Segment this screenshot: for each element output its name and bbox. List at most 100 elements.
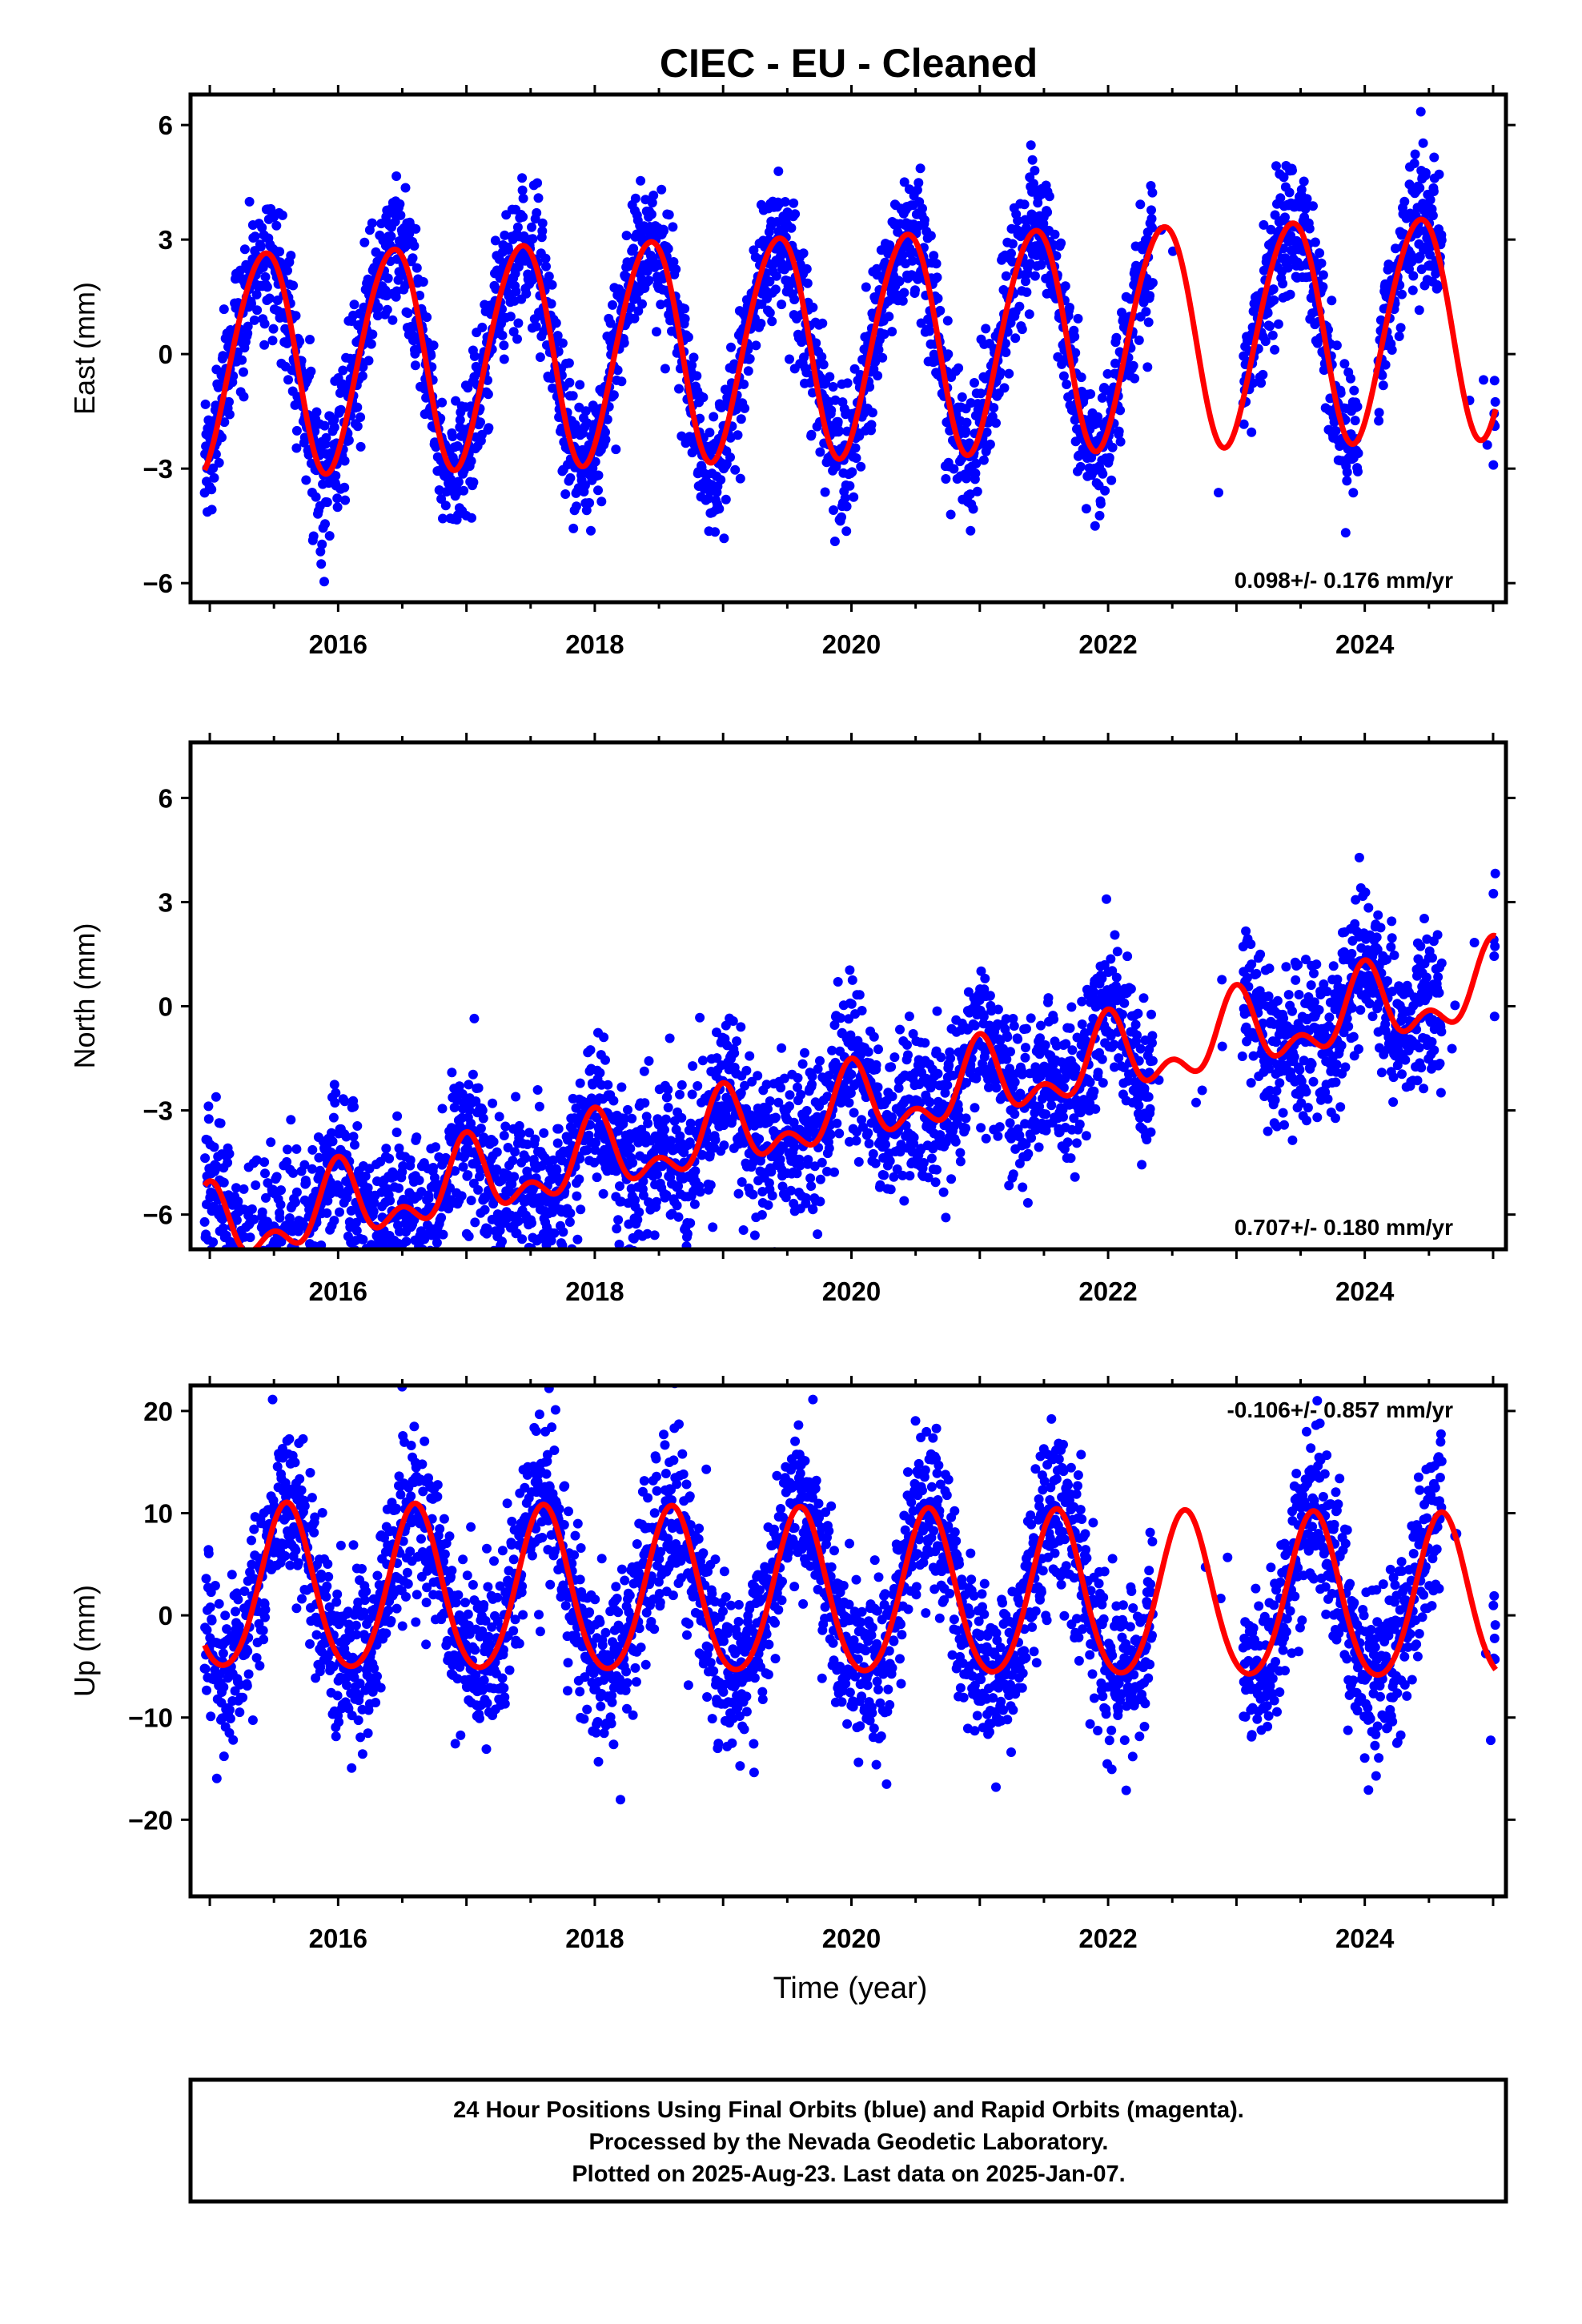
data-point (1010, 333, 1021, 344)
data-point (1260, 336, 1271, 347)
data-point (709, 412, 719, 422)
data-point (527, 1218, 536, 1228)
data-point (307, 1164, 317, 1174)
data-point (327, 1136, 338, 1147)
data-point (224, 1148, 235, 1159)
data-point (316, 559, 327, 569)
data-point (680, 314, 690, 324)
data-point (508, 327, 519, 337)
data-point (605, 318, 616, 328)
data-point (395, 199, 405, 209)
data-point (405, 1155, 416, 1165)
data-point (608, 1096, 619, 1106)
data-point (879, 1170, 889, 1180)
data-point (763, 1200, 773, 1210)
data-point (483, 1224, 492, 1234)
data-point (1115, 436, 1126, 447)
data-point (767, 316, 777, 327)
data-point (291, 1187, 302, 1197)
data-point (1488, 460, 1499, 470)
data-point (1377, 370, 1387, 380)
data-point (372, 311, 383, 321)
data-point (440, 501, 451, 511)
data-point (846, 999, 857, 1009)
data-point (391, 1128, 402, 1137)
data-point (630, 193, 640, 203)
data-point (200, 1153, 211, 1164)
data-point (208, 1237, 219, 1248)
data-point (931, 259, 942, 269)
data-point (671, 264, 681, 275)
data-point (854, 990, 865, 1000)
data-point (262, 282, 272, 292)
data-point (894, 276, 905, 287)
data-point (1270, 344, 1280, 355)
data-point (834, 426, 845, 436)
data-point (251, 1155, 262, 1165)
data-point (1258, 369, 1268, 380)
data-point (698, 392, 709, 403)
data-point (355, 412, 366, 422)
data-point (291, 443, 302, 453)
data-point (826, 405, 837, 416)
data-point (259, 340, 270, 350)
data-point (656, 184, 667, 195)
data-point (925, 1097, 935, 1108)
data-point (647, 198, 657, 208)
data-point (558, 1227, 568, 1237)
data-point (1346, 373, 1355, 384)
data-point (909, 1132, 919, 1143)
data-point (319, 577, 329, 587)
data-point (1056, 238, 1066, 248)
data-point (820, 487, 830, 497)
data-point (903, 1050, 913, 1060)
data-point (574, 1174, 584, 1184)
data-point (659, 226, 669, 236)
data-point (492, 1147, 502, 1157)
data-point (512, 222, 523, 232)
data-point (879, 329, 889, 340)
data-point (749, 1230, 760, 1240)
data-point (213, 382, 223, 392)
data-point (1268, 284, 1279, 295)
data-point (897, 250, 908, 260)
data-point (518, 193, 528, 203)
data-point (381, 1144, 391, 1154)
data-point (873, 371, 883, 381)
data-point (613, 1215, 624, 1225)
data-point (1259, 219, 1269, 230)
data-point (943, 349, 954, 360)
data-point (767, 1191, 777, 1200)
data-point (259, 1157, 270, 1168)
data-point (564, 358, 574, 368)
data-point (1425, 250, 1435, 260)
data-point (1408, 271, 1419, 281)
data-point (991, 418, 1001, 428)
data-point (753, 1071, 763, 1081)
data-point (1095, 499, 1106, 509)
data-point (1073, 313, 1083, 324)
data-point (373, 302, 383, 312)
data-point (912, 185, 922, 195)
data-point (1348, 488, 1359, 498)
data-point (468, 477, 479, 488)
data-point (1134, 335, 1144, 345)
data-point (1287, 165, 1297, 175)
data-point (628, 243, 639, 254)
data-point (252, 305, 263, 316)
data-point (478, 1113, 488, 1124)
data-point (705, 1180, 716, 1190)
data-point (690, 1166, 701, 1176)
data-point (1407, 285, 1418, 296)
data-point (887, 327, 897, 337)
data-point (366, 339, 376, 349)
data-point (775, 1154, 785, 1164)
data-point (829, 1167, 839, 1177)
data-point (266, 1137, 276, 1148)
data-point (585, 1045, 596, 1055)
data-point (1278, 279, 1288, 289)
data-point (224, 396, 234, 407)
data-point (1102, 368, 1113, 379)
data-point (1104, 452, 1114, 463)
data-point (565, 1208, 576, 1218)
